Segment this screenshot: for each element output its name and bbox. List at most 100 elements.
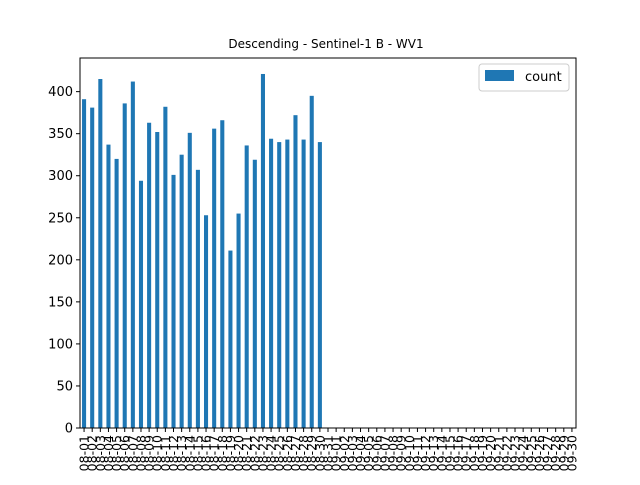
x-tick-label: 08-08 — [133, 435, 148, 471]
bar-08-27 — [293, 115, 298, 429]
legend-label: count — [525, 70, 562, 85]
x-tick-label: 09-01 — [329, 435, 344, 471]
x-tick-label: 09-14 — [434, 435, 449, 471]
x-tick-label: 08-13 — [174, 435, 189, 471]
y-tick-label: 50 — [56, 379, 73, 394]
x-tick-label: 09-20 — [483, 435, 498, 471]
x-tick-label: 09-24 — [516, 435, 531, 471]
x-tick-label: 09-04 — [353, 435, 368, 471]
x-tick-label: 09-25 — [524, 435, 539, 471]
x-tick-label: 09-08 — [386, 435, 401, 471]
y-tick-label: 300 — [48, 169, 73, 184]
x-tick-label: 08-29 — [304, 435, 319, 471]
x-tick-label: 08-18 — [215, 435, 230, 471]
x-tick-label: 09-28 — [548, 435, 563, 471]
bar-08-09 — [147, 122, 152, 428]
bar-08-13 — [179, 154, 184, 428]
y-tick-label: 400 — [48, 85, 73, 100]
x-tick-label: 08-07 — [125, 435, 140, 471]
bar-08-19 — [228, 250, 233, 428]
x-tick-label: 08-16 — [199, 435, 214, 471]
bar-08-01 — [82, 99, 87, 428]
x-tick-label: 08-23 — [255, 435, 270, 471]
x-tick-label: 09-30 — [564, 435, 579, 471]
x-axis-ticks: 08-0108-0208-0308-0408-0508-0608-0708-08… — [77, 428, 579, 471]
x-tick-label: 09-26 — [532, 435, 547, 471]
x-tick-label: 08-03 — [93, 435, 108, 471]
bar-08-15 — [195, 169, 200, 428]
x-tick-label: 09-09 — [394, 435, 409, 471]
bar-08-03 — [98, 79, 103, 429]
y-tick-label: 100 — [48, 337, 73, 352]
x-tick-label: 08-06 — [117, 435, 132, 471]
bar-08-30 — [317, 142, 322, 428]
x-tick-label: 09-05 — [361, 435, 376, 471]
y-tick-label: 350 — [48, 127, 73, 142]
x-tick-label: 09-17 — [459, 435, 474, 471]
y-tick-label: 200 — [48, 253, 73, 268]
bar-08-22 — [252, 159, 257, 428]
legend: count — [478, 63, 570, 92]
x-tick-label: 08-25 — [272, 435, 287, 471]
x-tick-label: 08-27 — [288, 435, 303, 471]
bar-08-04 — [106, 144, 111, 429]
x-tick-label: 09-15 — [442, 435, 457, 471]
x-tick-label: 08-21 — [239, 435, 254, 471]
x-tick-label: 09-18 — [467, 435, 482, 471]
x-tick-label: 09-12 — [418, 435, 433, 471]
x-tick-label: 08-26 — [280, 435, 295, 471]
bar-08-18 — [220, 120, 225, 428]
bar-08-23 — [260, 73, 265, 428]
y-tick-label: 250 — [48, 211, 73, 226]
x-tick-label: 08-09 — [142, 435, 157, 471]
bar-08-28 — [301, 139, 306, 428]
x-tick-label: 08-02 — [85, 435, 100, 471]
x-tick-label: 08-19 — [223, 435, 238, 471]
bar-08-25 — [277, 142, 282, 428]
x-tick-label: 08-24 — [264, 435, 279, 471]
bar-08-14 — [187, 132, 192, 428]
x-tick-label: 08-17 — [207, 435, 222, 471]
x-tick-label: 09-06 — [369, 435, 384, 471]
bar-08-05 — [114, 158, 119, 428]
x-tick-label: 08-28 — [296, 435, 311, 471]
y-tick-label: 150 — [48, 295, 73, 310]
x-tick-label: 08-05 — [109, 435, 124, 471]
chart-title: Descending - Sentinel-1 B - WV1 — [228, 37, 423, 51]
bar-08-08 — [138, 180, 144, 428]
x-tick-label: 08-04 — [101, 435, 116, 471]
x-tick-label: 08-20 — [231, 435, 246, 471]
x-tick-label: 08-01 — [77, 435, 92, 471]
x-tick-label: 09-13 — [426, 435, 441, 471]
x-tick-label: 09-27 — [540, 435, 555, 471]
bar-08-26 — [285, 139, 290, 428]
x-tick-label: 09-10 — [402, 435, 417, 471]
y-axis-ticks: 0 50 100 150 200 250 300 350 400 — [48, 85, 80, 437]
bar-08-06 — [122, 103, 127, 428]
x-tick-label: 08-30 — [312, 435, 327, 471]
x-tick-label: 08-15 — [190, 435, 205, 471]
x-tick-label: 08-22 — [247, 435, 262, 471]
x-tick-label: 09-07 — [377, 435, 392, 471]
bar-08-21 — [244, 145, 249, 428]
x-tick-label: 08-12 — [166, 435, 181, 471]
x-tick-label: 09-11 — [410, 435, 425, 471]
x-tick-label: 08-14 — [182, 435, 197, 471]
bar-08-12 — [171, 174, 176, 428]
x-tick-label: 09-29 — [556, 435, 571, 471]
x-tick-label: 08-31 — [321, 435, 336, 471]
bar-08-16 — [204, 215, 209, 428]
legend-swatch — [485, 70, 514, 81]
bar-08-17 — [212, 128, 217, 428]
x-tick-label: 08-10 — [150, 435, 165, 471]
bar-08-02 — [90, 107, 95, 429]
bar-08-11 — [163, 106, 168, 429]
bar-08-29 — [309, 95, 314, 428]
bar-08-20 — [236, 213, 241, 428]
bar-08-24 — [269, 138, 274, 429]
x-tick-label: 09-19 — [475, 435, 490, 471]
bar-group — [82, 73, 322, 429]
x-tick-label: 09-23 — [508, 435, 523, 471]
